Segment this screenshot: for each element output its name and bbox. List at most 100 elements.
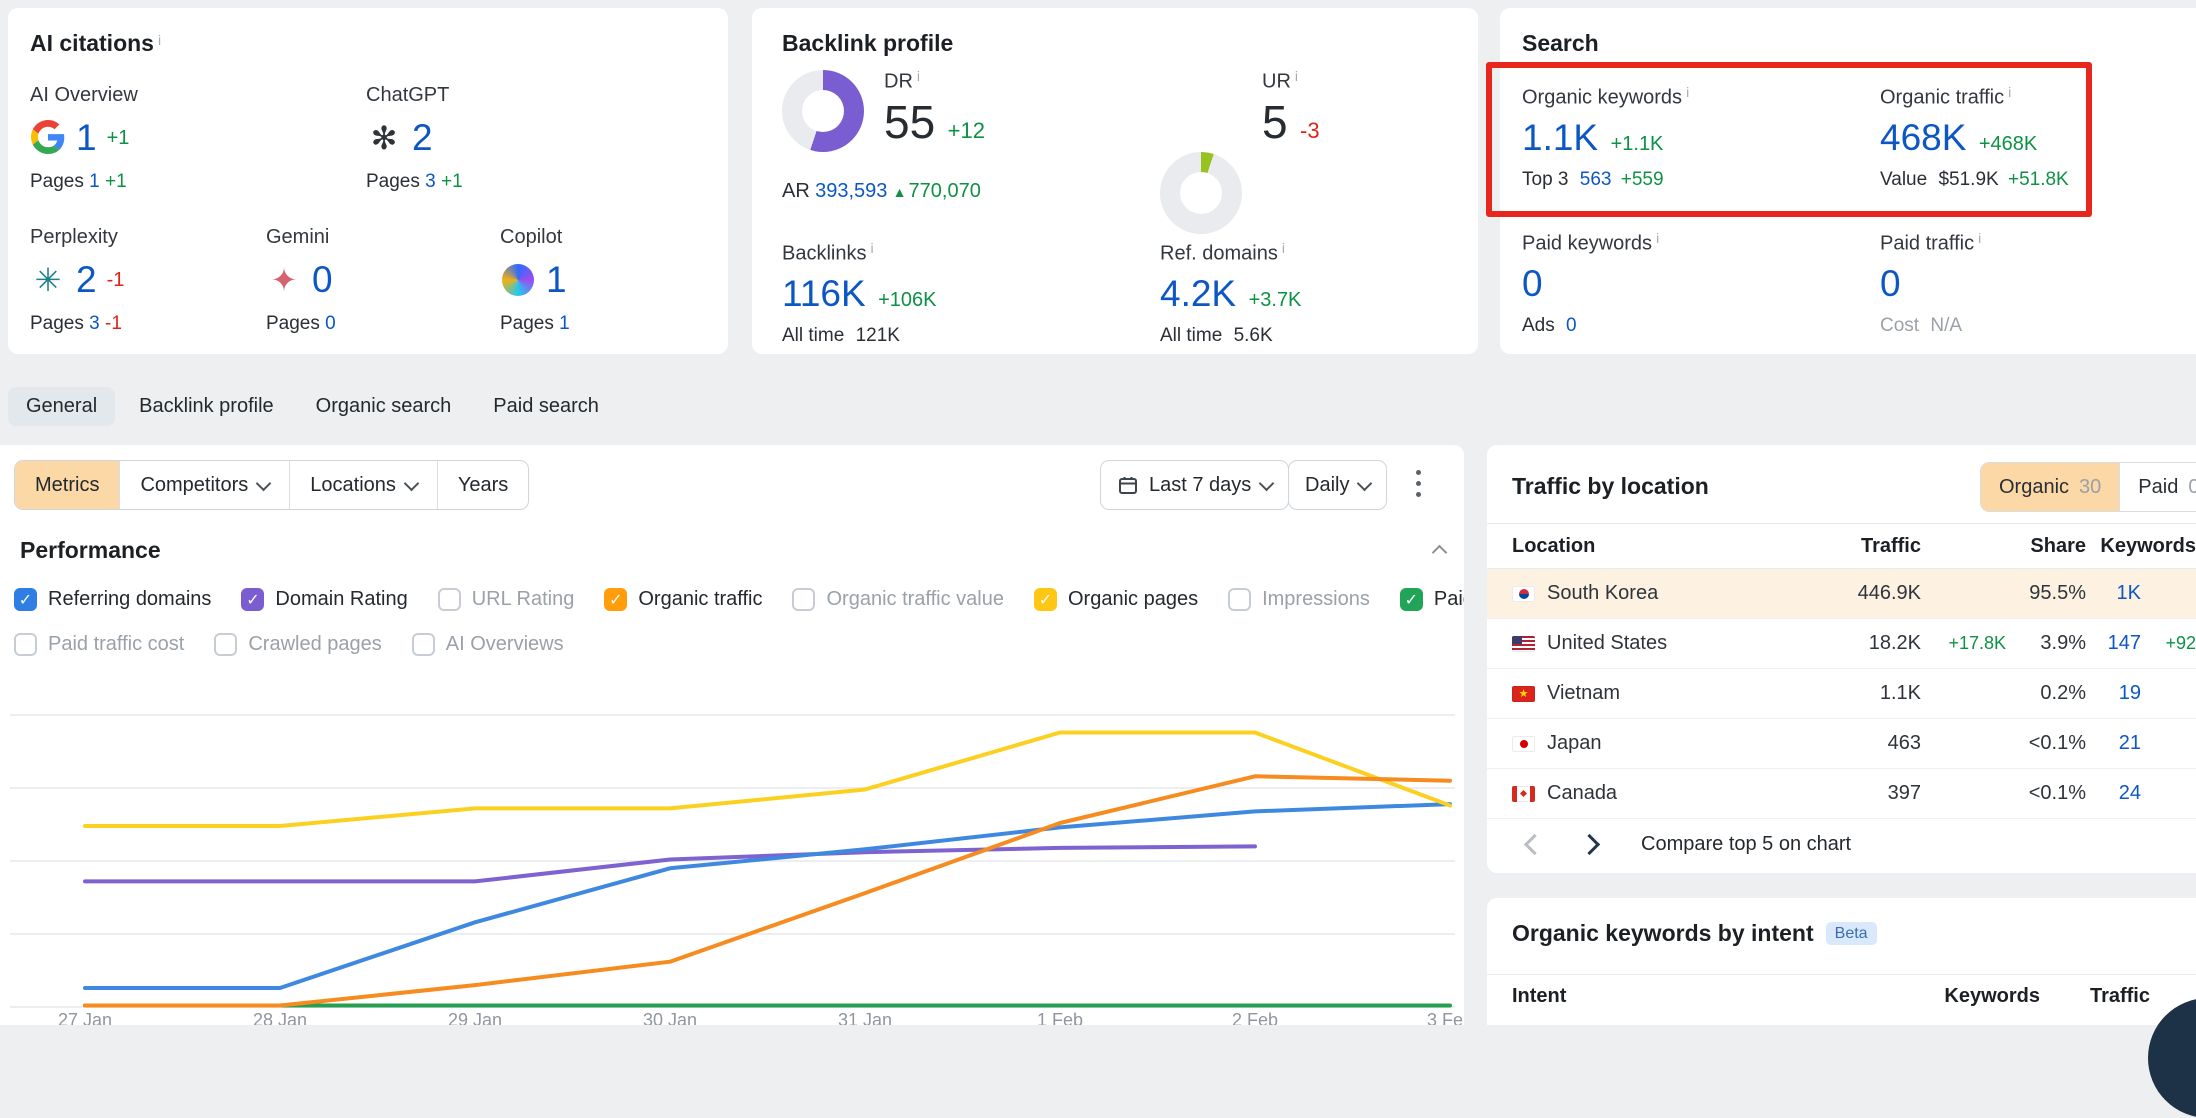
backlink-profile-panel: Backlink profile DRi 55 +12 AR 393,593 7… (752, 8, 1478, 354)
info-icon[interactable]: i (916, 68, 921, 84)
paid-keywords-value[interactable]: 0 (1522, 263, 1543, 305)
checkbox-ai-overviews[interactable]: AI Overviews (411, 633, 564, 656)
flag-vietnam-icon (1512, 685, 1535, 702)
perplexity-count[interactable]: 2 (76, 259, 97, 300)
url-rating-gauge (1160, 152, 1242, 234)
flag-south-korea-icon (1512, 585, 1535, 602)
table-row-canada[interactable]: Canada 397 <0.1% 24 (1487, 769, 2196, 819)
info-icon[interactable]: i (1686, 84, 1690, 100)
metric-copilot: Copilot 1 Pages 1 (500, 226, 570, 334)
organic-traffic-value[interactable]: 468K (1880, 117, 1967, 159)
filter-group: Metrics Competitors Locations Years (14, 460, 530, 510)
paid-keywords-metric: Paid keywords i 0 Ads 0 (1522, 230, 1660, 337)
more-options-button[interactable] (1405, 467, 1431, 500)
metrics-button[interactable]: Metrics (15, 461, 121, 509)
backlinks-value[interactable]: 116K (782, 273, 866, 315)
info-icon[interactable]: i (157, 31, 162, 48)
chevron-down-icon (255, 475, 272, 491)
checkbox-organic-pages[interactable]: Organic pages (1033, 588, 1198, 611)
chevron-down-icon (1259, 475, 1275, 491)
panel-title: Backlink profile (782, 30, 954, 56)
panel-title: Traffic by location (1512, 473, 1709, 499)
flag-united-states-icon (1512, 635, 1535, 652)
info-icon[interactable]: i (1281, 240, 1285, 256)
perplexity-icon: ✳ (34, 262, 62, 298)
organic-keywords-value[interactable]: 1.1K (1522, 117, 1599, 159)
paid-traffic-metric: Paid traffic i 0 Cost N/A (1880, 230, 1982, 337)
info-icon[interactable]: i (1294, 68, 1299, 84)
table-row-united-states[interactable]: United States 18.2K +17.8K 3.9% 147 +92 (1487, 619, 2196, 669)
metric-checkbox-row: Paid traffic cost Crawled pages AI Overv… (14, 633, 594, 656)
granularity-button[interactable]: Daily (1288, 460, 1388, 510)
backlinks-metric: Backlinks i 116K +106K All time 121K (782, 240, 937, 347)
panel-title: Search (1522, 30, 1599, 56)
chatgpt-count[interactable]: 2 (412, 117, 433, 158)
dr-value: 55 (884, 96, 936, 149)
copilot-count[interactable]: 1 (546, 259, 567, 300)
flag-canada-icon (1512, 785, 1535, 802)
flag-japan-icon (1512, 735, 1535, 752)
toggle-organic[interactable]: Organic 30 (1981, 463, 2120, 511)
tab-general[interactable]: General (8, 386, 116, 426)
organic-paid-toggle: Organic 30 Paid 0 (1980, 462, 2196, 512)
info-icon[interactable]: i (1978, 230, 1982, 246)
tab-backlink-profile[interactable]: Backlink profile (139, 394, 274, 417)
intent-table-header: Intent Keywords Traffic (1487, 974, 2196, 1017)
section-title: Performance (20, 537, 161, 563)
date-range-button[interactable]: Last 7 days (1100, 460, 1290, 510)
keywords-by-intent-panel: Organic keywords by intent Beta Intent Ke… (1487, 898, 2196, 1025)
ref-domains-value[interactable]: 4.2K (1160, 273, 1237, 315)
calendar-icon (1117, 474, 1139, 496)
table-row-vietnam[interactable]: Vietnam 1.1K 0.2% 19 (1487, 669, 2196, 719)
ai-overview-count[interactable]: 1 (76, 117, 97, 158)
copilot-icon (500, 262, 536, 298)
years-button[interactable]: Years (457, 473, 509, 496)
panel-title: AI citations (30, 30, 154, 56)
checkbox-paid-traffic[interactable]: Paid traffic (1399, 588, 1464, 611)
table-row-south-korea[interactable]: South Korea 446.9K 95.5% 1K (1487, 569, 2196, 619)
info-icon[interactable]: i (870, 240, 874, 256)
search-panel: Search Organic keywords i 1.1K +1.1K Top … (1500, 8, 2196, 354)
next-page-icon[interactable] (1578, 833, 1601, 856)
checkbox-organic-traffic-value[interactable]: Organic traffic value (792, 588, 1004, 611)
chevron-down-icon (1357, 475, 1373, 491)
ref-domains-metric: Ref. domains i 4.2K +3.7K All time 5.6K (1160, 240, 1302, 347)
toggle-paid[interactable]: Paid 0 (2119, 463, 2196, 511)
site-explorer-overview: { "ai": { "title": "AI citations", "metr… (0, 0, 2196, 1025)
organic-keywords-metric: Organic keywords i 1.1K +1.1K Top 3 563 +… (1522, 84, 1690, 191)
chevron-down-icon (403, 475, 420, 491)
chart-x-axis-labels: 27 Jan 28 Jan 29 Jan 30 Jan 31 Jan 1 Feb 2 Feb… (57, 1010, 1464, 1025)
google-icon (30, 120, 66, 156)
panel-title: Organic keywords by intent (1512, 920, 1814, 946)
ai-citations-panel: AI citations i AI Overview 1 +1 Pages 1 +… (8, 8, 728, 354)
metric-chatgpt: ChatGPT ✻ 2 Pages 3 +1 (366, 84, 463, 192)
checkbox-impressions[interactable]: Impressions (1228, 588, 1370, 611)
checkbox-domain-rating[interactable]: Domain Rating (241, 588, 408, 611)
checkbox-referring-domains[interactable]: Referring domains (14, 588, 211, 611)
location-table-header: Location Traffic Share Keywords (1487, 523, 2196, 569)
checkbox-organic-traffic[interactable]: Organic traffic (604, 588, 762, 611)
collapse-section-icon[interactable] (1431, 544, 1448, 561)
compare-top5-link[interactable]: Compare top 5 on chart (1641, 833, 1852, 855)
performance-line-chart[interactable] (0, 695, 1464, 1015)
info-icon[interactable]: i (1656, 230, 1660, 246)
beta-badge: Beta (1825, 922, 1877, 945)
paid-traffic-value[interactable]: 0 (1880, 263, 1901, 305)
locations-button[interactable]: Locations (290, 461, 438, 509)
ahrefs-rank: AR 393,593 770,070 (782, 180, 981, 203)
tab-paid-search[interactable]: Paid search (493, 394, 599, 417)
tab-organic-search[interactable]: Organic search (315, 394, 452, 417)
checkbox-paid-traffic-cost[interactable]: Paid traffic cost (14, 633, 184, 656)
metric-checkbox-row: Referring domains Domain Rating URL Rati… (14, 588, 1464, 611)
table-row-japan[interactable]: Japan 463 <0.1% 21 (1487, 719, 2196, 769)
gemini-count[interactable]: 0 (312, 259, 333, 300)
organic-traffic-metric: Organic traffic i 468K +468K Value $51.9K… (1880, 84, 2069, 191)
checkbox-crawled-pages[interactable]: Crawled pages (214, 633, 382, 656)
info-icon[interactable]: i (2008, 84, 2012, 100)
traffic-by-location-panel: Traffic by location Organic 30 Paid 0 Lo… (1487, 445, 2196, 873)
ur-value: 5 (1262, 96, 1288, 149)
metric-perplexity: Perplexity ✳ 2 -1 Pages 3 -1 (30, 226, 125, 334)
prev-page-icon[interactable] (1523, 833, 1546, 856)
competitors-button[interactable]: Competitors (120, 461, 291, 509)
checkbox-url-rating[interactable]: URL Rating (437, 588, 574, 611)
